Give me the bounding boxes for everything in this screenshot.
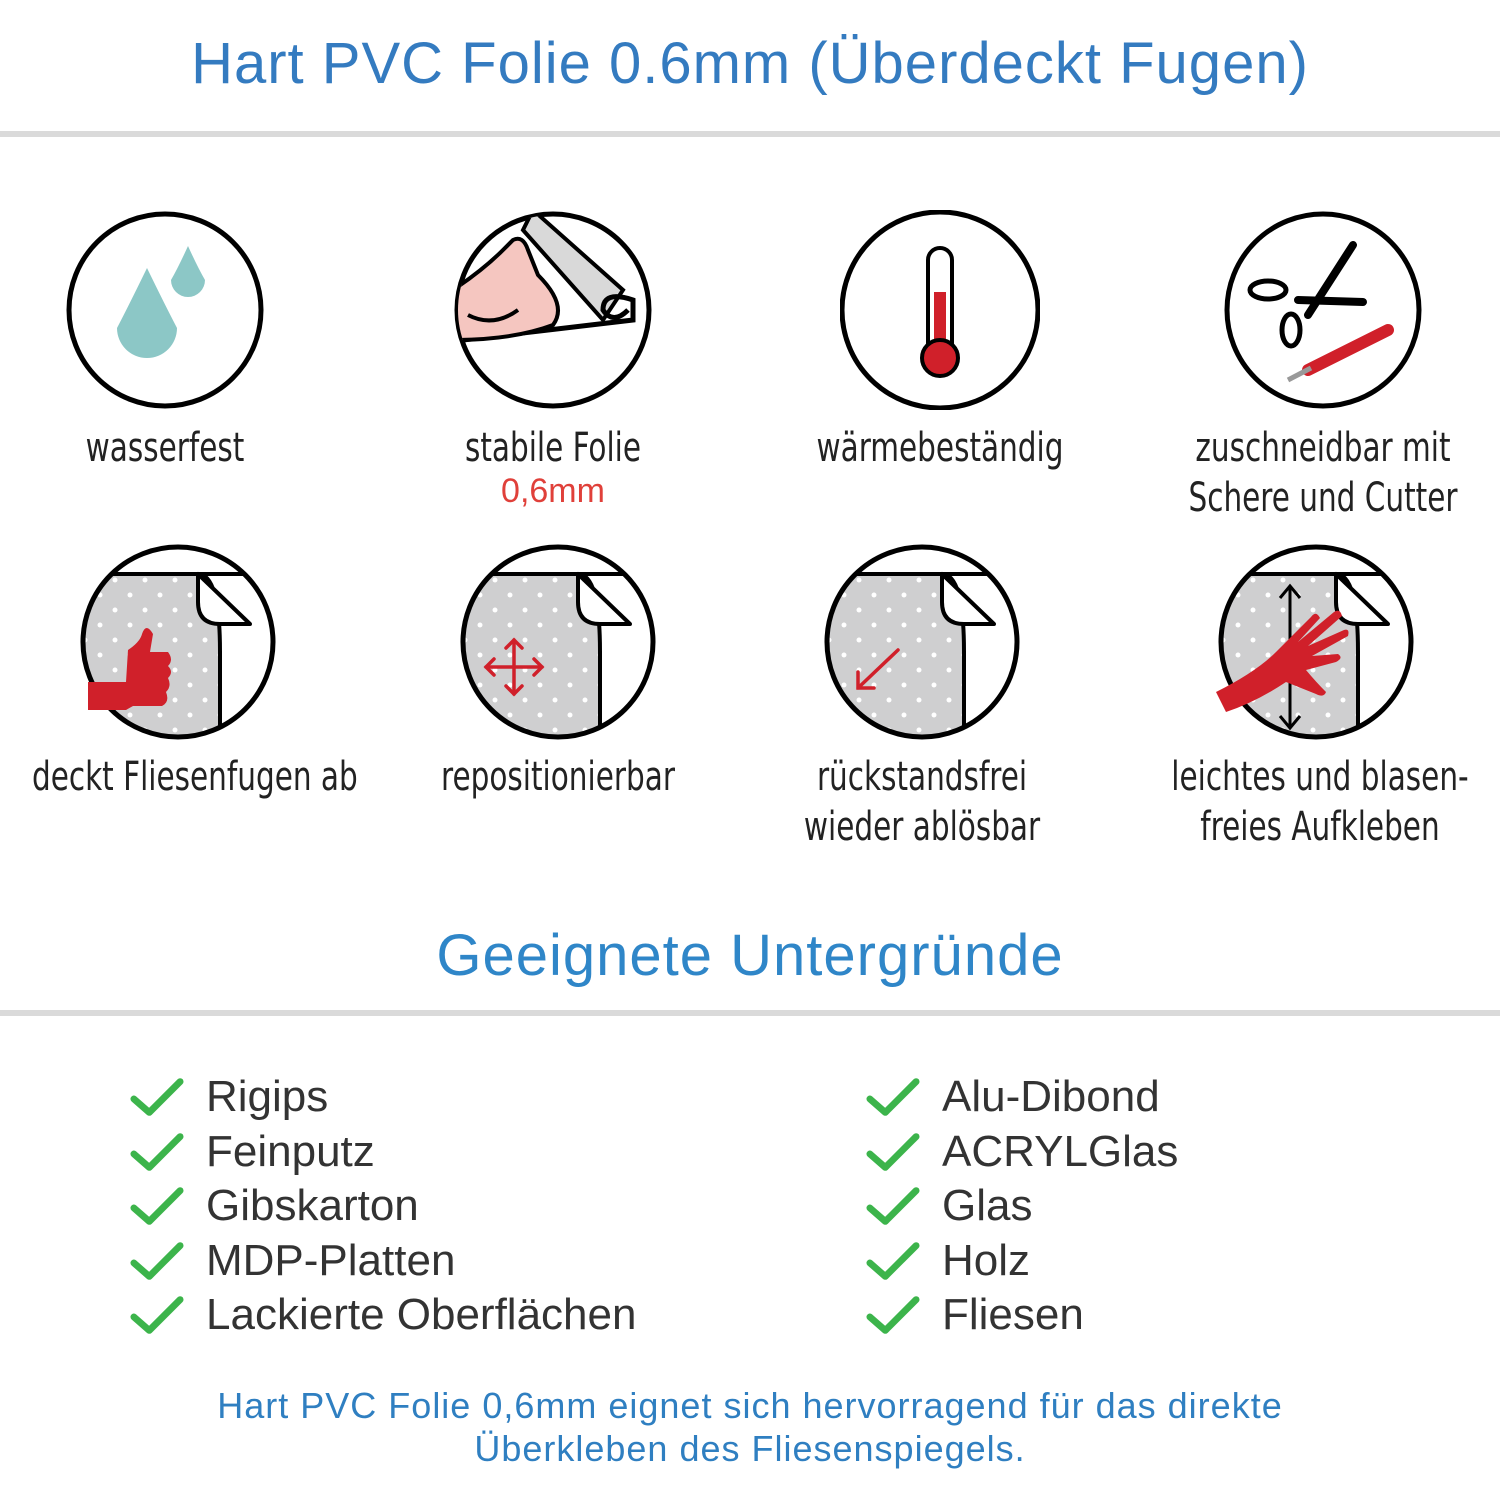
feature-stable-foil: stabile Folie 0,6mm bbox=[363, 210, 743, 509]
list-item: Fliesen bbox=[866, 1288, 1178, 1343]
water-drops-icon bbox=[66, 211, 264, 409]
check-icon bbox=[130, 1186, 184, 1226]
surface-label: Feinputz bbox=[206, 1126, 375, 1176]
hand-smooth-icon bbox=[1216, 542, 1416, 742]
list-item: MDP-Platten bbox=[130, 1234, 636, 1289]
thumbs-up-tiles-icon bbox=[78, 542, 278, 742]
move-arrows-icon bbox=[458, 542, 658, 742]
check-icon bbox=[866, 1186, 920, 1226]
feature-heat-resistant: wärmebeständig bbox=[750, 209, 1130, 473]
check-icon bbox=[130, 1295, 184, 1335]
peel-arrow-icon bbox=[822, 542, 1022, 742]
surface-label: Rigips bbox=[206, 1072, 329, 1122]
scissors-cutter-icon bbox=[1224, 211, 1422, 409]
feature-label: wasserfest bbox=[85, 425, 245, 471]
check-icon bbox=[130, 1132, 184, 1172]
section-title: Geeignete Untergründe bbox=[436, 923, 1064, 988]
list-item: ACRYLGlas bbox=[866, 1125, 1178, 1180]
check-icon bbox=[866, 1241, 920, 1281]
surface-label: Fliesen bbox=[942, 1290, 1084, 1340]
list-item: Lackierte Oberflächen bbox=[130, 1288, 636, 1343]
page-title: Hart PVC Folie 0.6mm (Überdeckt Fugen) bbox=[191, 31, 1309, 96]
feature-label: wärmebeständig bbox=[816, 425, 1064, 471]
check-icon bbox=[866, 1077, 920, 1117]
feature-label-line2: Schere und Cutter bbox=[1188, 475, 1458, 521]
feature-cuttable: zuschneidbar mit Schere und Cutter bbox=[1133, 210, 1500, 523]
check-icon bbox=[866, 1295, 920, 1335]
footer-note: Hart PVC Folie 0,6mm eignet sich hervorr… bbox=[0, 1384, 1500, 1470]
feature-label: zuschneidbar mit bbox=[1195, 425, 1451, 471]
surfaces-list-right: Alu-Dibond ACRYLGlas Glas Holz Fliesen bbox=[866, 1070, 1178, 1343]
feature-sublabel: 0,6mm bbox=[501, 472, 605, 510]
feature-label-line2: wieder ablösbar bbox=[803, 804, 1041, 850]
feature-label: stabile Folie bbox=[464, 425, 642, 471]
list-item: Gibskarton bbox=[130, 1179, 636, 1234]
surface-label: Lackierte Oberflächen bbox=[206, 1290, 637, 1340]
feature-label: repositionierbar bbox=[441, 754, 675, 800]
surface-label: MDP-Platten bbox=[206, 1235, 456, 1285]
title-divider bbox=[0, 131, 1500, 137]
list-item: Rigips bbox=[130, 1070, 636, 1125]
feature-easy-apply bbox=[1126, 542, 1500, 747]
list-item: Glas bbox=[866, 1179, 1178, 1234]
list-item: Holz bbox=[866, 1234, 1178, 1289]
check-icon bbox=[130, 1077, 184, 1117]
surface-label: ACRYLGlas bbox=[942, 1126, 1179, 1176]
check-icon bbox=[130, 1241, 184, 1281]
footer-line-1: Hart PVC Folie 0,6mm eignet sich hervorr… bbox=[217, 1385, 1283, 1426]
check-icon bbox=[866, 1132, 920, 1172]
surface-label: Holz bbox=[942, 1235, 1031, 1285]
feature-label: deckt Fliesenfugen ab bbox=[31, 754, 358, 800]
feature-repositionable bbox=[368, 542, 748, 747]
feature-covers-joints bbox=[0, 542, 368, 747]
list-item: Alu-Dibond bbox=[866, 1070, 1178, 1125]
feature-label: leichtes und blasen- bbox=[1171, 754, 1469, 800]
surface-label: Gibskarton bbox=[206, 1181, 419, 1231]
strong-arm-roll-icon bbox=[454, 211, 652, 409]
footer-line-2: Überkleben des Fliesenspiegels. bbox=[474, 1428, 1026, 1469]
feature-residue-free bbox=[732, 542, 1112, 747]
feature-waterproof: wasserfest bbox=[0, 210, 355, 473]
thermometer-icon bbox=[839, 209, 1041, 411]
surface-label: Glas bbox=[942, 1181, 1033, 1231]
feature-label: rückstandsfrei bbox=[816, 754, 1028, 800]
surface-label: Alu-Dibond bbox=[942, 1072, 1160, 1122]
section-divider bbox=[0, 1010, 1500, 1016]
list-item: Feinputz bbox=[130, 1125, 636, 1180]
surfaces-list-left: Rigips Feinputz Gibskarton MDP-Platten L… bbox=[130, 1070, 636, 1343]
feature-label-line2: freies Aufkleben bbox=[1200, 804, 1440, 850]
